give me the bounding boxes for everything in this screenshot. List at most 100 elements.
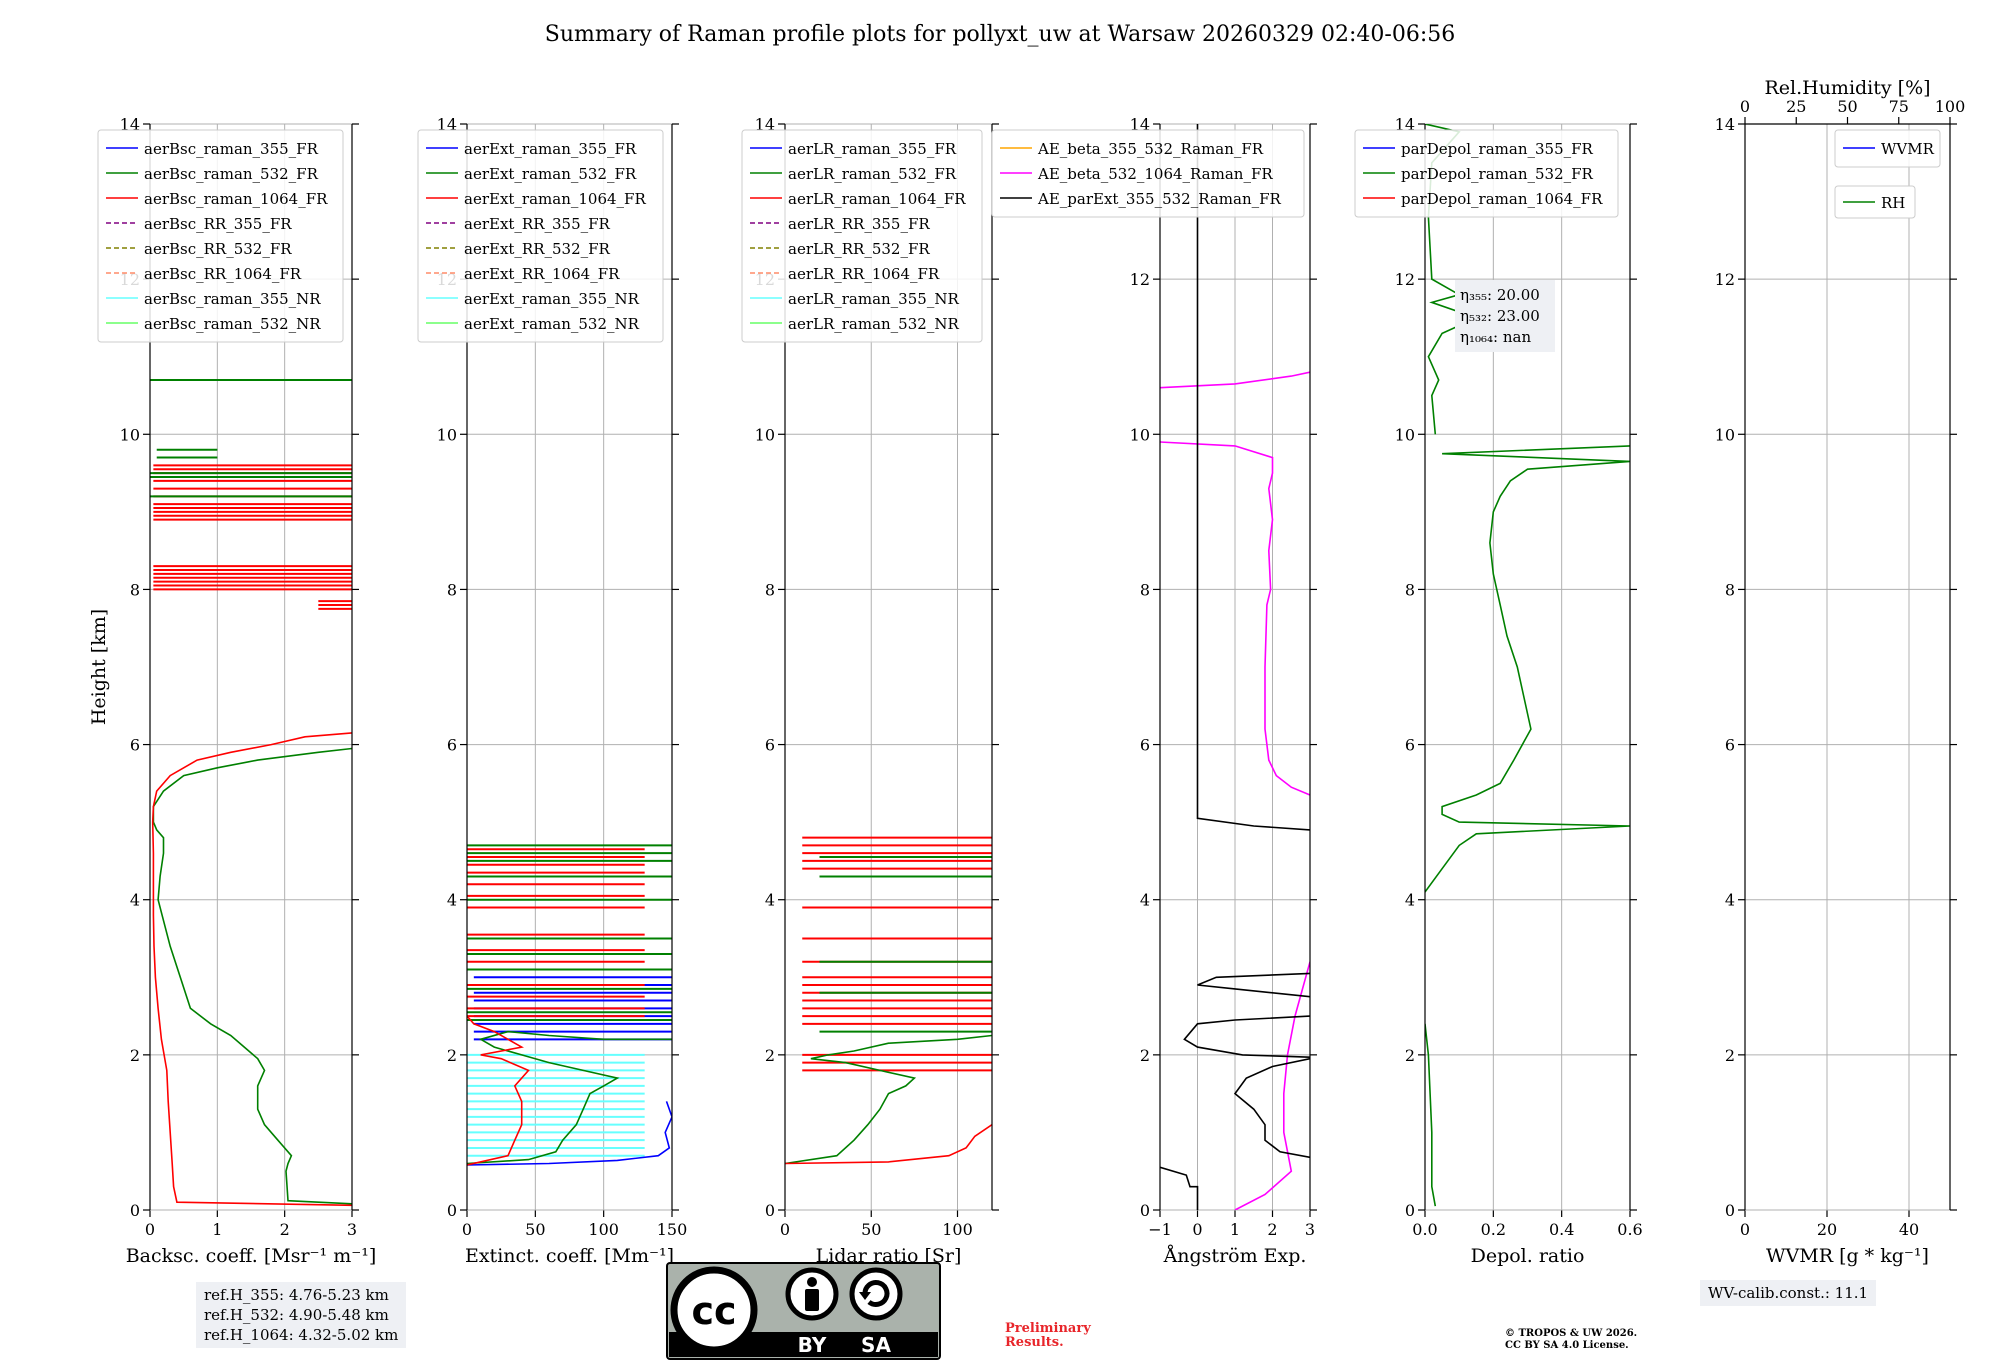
ext-xtick-label-0: 0: [462, 1220, 472, 1239]
ae-xtick-label-4: 3: [1305, 1220, 1315, 1239]
lr-ytick-label-7: 14: [755, 115, 775, 134]
ae-ytick-label-0: 0: [1140, 1201, 1150, 1220]
wv-top-tick-label-0: 0: [1740, 97, 1750, 116]
lr-ytick-label-2: 4: [765, 891, 775, 910]
ae-xtick-label-2: 1: [1230, 1220, 1240, 1239]
bsc-data-area: [150, 378, 352, 1207]
ae-legend-label-2: AE_parExt_355_532_Raman_FR: [1037, 190, 1282, 208]
bsc-xtick-label-0: 0: [145, 1220, 155, 1239]
lr-legend-label-3: aerLR_RR_355_FR: [788, 215, 930, 233]
lr-legend-frame: [741, 129, 983, 343]
panel-ext: 05010015002468101214Extinct. coeff. [Mm⁻…: [417, 115, 688, 1267]
wv-calib-box: WV-calib.const.: 11.1: [1700, 1280, 1877, 1306]
ae-ytick-label-7: 14: [1130, 115, 1150, 134]
lr-xtick-label-1: 50: [861, 1220, 881, 1239]
depol-ytick-label-4: 8: [1405, 580, 1415, 599]
wv-top-tick-label-4: 100: [1935, 97, 1966, 116]
depol-annotation: η₃₅₅: 20.00 η₅₃₂: 23.00 η₁₀₆₄: nan: [1455, 280, 1555, 352]
copyright-line-2: CC BY SA 4.0 License.: [1505, 1340, 1629, 1351]
depol-annotation-box: [1455, 280, 1555, 352]
ae-ytick-label-2: 4: [1140, 891, 1150, 910]
wv-ytick-label-0: 0: [1725, 1201, 1735, 1220]
ae-series-3: [1160, 1166, 1199, 1210]
ext-legend-label-3: aerExt_RR_355_FR: [464, 215, 611, 233]
ext-ytick-label-7: 14: [437, 115, 457, 134]
ext-legend-label-2: aerExt_raman_1064_FR: [464, 190, 646, 208]
wv-ytick-label-7: 14: [1715, 115, 1735, 134]
depol-xtick-label-0: 0.0: [1412, 1220, 1437, 1239]
cc-by-sa-badge: cc BY SA: [666, 1262, 941, 1360]
depol-series-1: [1425, 445, 1630, 893]
ext-ytick-label-2: 4: [447, 891, 457, 910]
depol-ytick-label-1: 2: [1405, 1046, 1415, 1065]
lr-xtick-label-0: 0: [780, 1220, 790, 1239]
preliminary-line-2: Results.: [1005, 1335, 1064, 1350]
refh-532: ref.H_532: 4.90-5.48 km: [204, 1306, 389, 1324]
ext-legend: aerExt_raman_355_FR aerExt_raman_532_FRae…: [417, 129, 664, 343]
depol-ytick-label-3: 6: [1405, 736, 1415, 755]
bsc-xtick-label-3: 3: [347, 1220, 357, 1239]
refh-1064: ref.H_1064: 4.32-5.02 km: [204, 1326, 399, 1344]
depol-ytick-label-0: 0: [1405, 1201, 1415, 1220]
bsc-legend: aerBsc_raman_355_FR aerBsc_raman_532_FRae…: [97, 129, 344, 343]
ext-legend-label-1: aerExt_raman_532_FR: [464, 165, 637, 183]
ext-ytick-label-3: 6: [447, 736, 457, 755]
wv-legend: WVMR RH: [1834, 129, 1941, 219]
lr-series-0: [785, 1034, 992, 1165]
wv-ytick-label-3: 6: [1725, 736, 1735, 755]
lr-legend-label-7: aerLR_raman_532_NR: [788, 315, 959, 333]
bsc-xtick-label-2: 2: [280, 1220, 290, 1239]
lr-xlabel: Lidar ratio [Sr]: [816, 1245, 962, 1267]
wv-xtick-label-1: 20: [1817, 1220, 1837, 1239]
cc-badge-cc: cc: [691, 1289, 736, 1333]
bsc-legend-label-7: aerBsc_raman_532_NR: [144, 315, 321, 333]
bsc-ytick-label-4: 8: [130, 580, 140, 599]
ae-ytick-label-3: 6: [1140, 736, 1150, 755]
ae-series-5: [1183, 1015, 1310, 1058]
cc-badge-by: BY: [798, 1333, 827, 1357]
ae-xtick-label-0: −1: [1148, 1220, 1172, 1239]
lr-legend-label-2: aerLR_raman_1064_FR: [788, 190, 966, 208]
wv-top-axis-label: Rel.Humidity [%]: [1764, 77, 1930, 99]
ext-data-area: [467, 844, 672, 1166]
wv-ytick-label-1: 2: [1725, 1046, 1735, 1065]
depol-legend-label-2: parDepol_raman_1064_FR: [1401, 190, 1603, 208]
depol-ytick-label-6: 12: [1395, 270, 1415, 289]
lr-legend-label-0: aerLR_raman_355_FR: [788, 140, 957, 158]
bsc-xtick-label-1: 1: [212, 1220, 222, 1239]
depol-legend-label-0: parDepol_raman_355_FR: [1401, 140, 1594, 158]
ae-series-6: [1197, 972, 1310, 998]
ext-xtick-label-1: 50: [525, 1220, 545, 1239]
reference-height-box: ref.H_355: 4.76-5.23 km ref.H_532: 4.90-…: [196, 1282, 407, 1348]
wv-top-tick-label-3: 75: [1889, 97, 1909, 116]
ae-xtick-label-3: 2: [1267, 1220, 1277, 1239]
ext-series-1: [467, 1030, 672, 1165]
ae-legend-label-1: AE_beta_532_1064_Raman_FR: [1037, 165, 1273, 183]
depol-ytick-label-2: 4: [1405, 891, 1415, 910]
bsc-ytick-label-0: 0: [130, 1201, 140, 1220]
ext-xtick-label-3: 150: [657, 1220, 688, 1239]
lr-ytick-label-1: 2: [765, 1046, 775, 1065]
ae-series-0: [1234, 961, 1310, 1210]
ae-ytick-label-4: 8: [1140, 580, 1150, 599]
bsc-legend-frame: [97, 129, 344, 343]
panel-lr: 05010002468101214Lidar ratio [Sr]aerLR_r…: [741, 115, 999, 1267]
lr-legend: aerLR_raman_355_FR aerLR_raman_532_FR aerL…: [741, 129, 983, 343]
ae-legend: AE_beta_355_532_Raman_FR AE_beta_532_1064…: [991, 129, 1305, 218]
bsc-legend-label-5: aerBsc_RR_1064_FR: [144, 265, 302, 283]
ae-ytick-label-5: 10: [1130, 425, 1150, 444]
preliminary-note: Preliminary Results.: [1005, 1322, 1091, 1350]
chart-title: Summary of Raman profile plots for polly…: [544, 22, 1456, 47]
ext-legend-label-7: aerExt_raman_532_NR: [464, 315, 640, 333]
wv-legend-label-rh: RH: [1881, 194, 1905, 212]
bsc-ytick-label-1: 2: [130, 1046, 140, 1065]
lr-ytick-label-0: 0: [765, 1201, 775, 1220]
lr-legend-label-4: aerLR_RR_532_FR: [788, 240, 930, 258]
ext-xlabel: Extinct. coeff. [Mm⁻¹]: [465, 1245, 674, 1267]
lr-legend-label-5: aerLR_RR_1064_FR: [788, 265, 940, 283]
copyright-line-1: © TROPOS & UW 2026.: [1505, 1328, 1638, 1339]
ae-xlabel: Ångström Exp.: [1163, 1245, 1307, 1267]
bsc-legend-label-3: aerBsc_RR_355_FR: [144, 215, 292, 233]
